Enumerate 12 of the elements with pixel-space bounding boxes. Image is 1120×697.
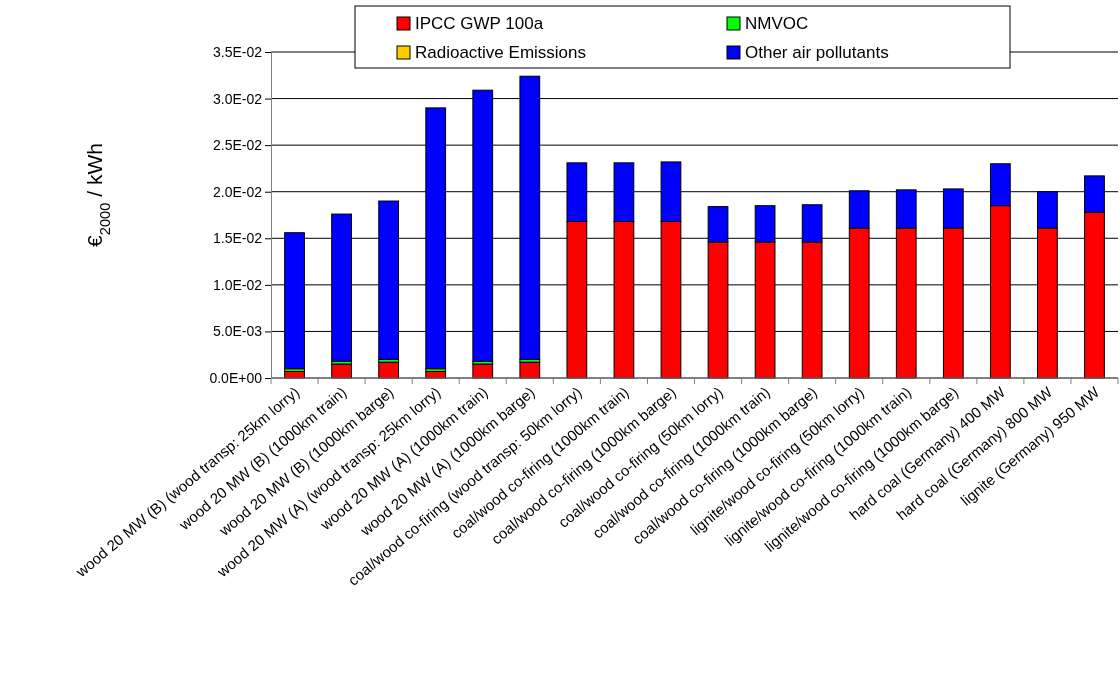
legend-label: Radioactive Emissions bbox=[415, 43, 587, 62]
y-tick-label: 2.0E-02 bbox=[212, 183, 263, 200]
y-tick-label: 1.5E-02 bbox=[212, 230, 263, 247]
y-tick-label: 1.0E-02 bbox=[212, 276, 263, 293]
legend-label: IPCC GWP 100a bbox=[415, 14, 544, 33]
y-tick-label: 0.0E+00 bbox=[209, 369, 263, 386]
legend-label: NMVOC bbox=[745, 14, 809, 33]
y-tick-label: 3.0E-02 bbox=[212, 90, 263, 107]
y-tick-label: 3.5E-02 bbox=[212, 43, 263, 60]
y-tick-label: 5.0E-03 bbox=[212, 323, 263, 340]
y-tick-label: 2.5E-02 bbox=[212, 137, 263, 154]
legend-label: Other air pollutants bbox=[745, 43, 889, 62]
